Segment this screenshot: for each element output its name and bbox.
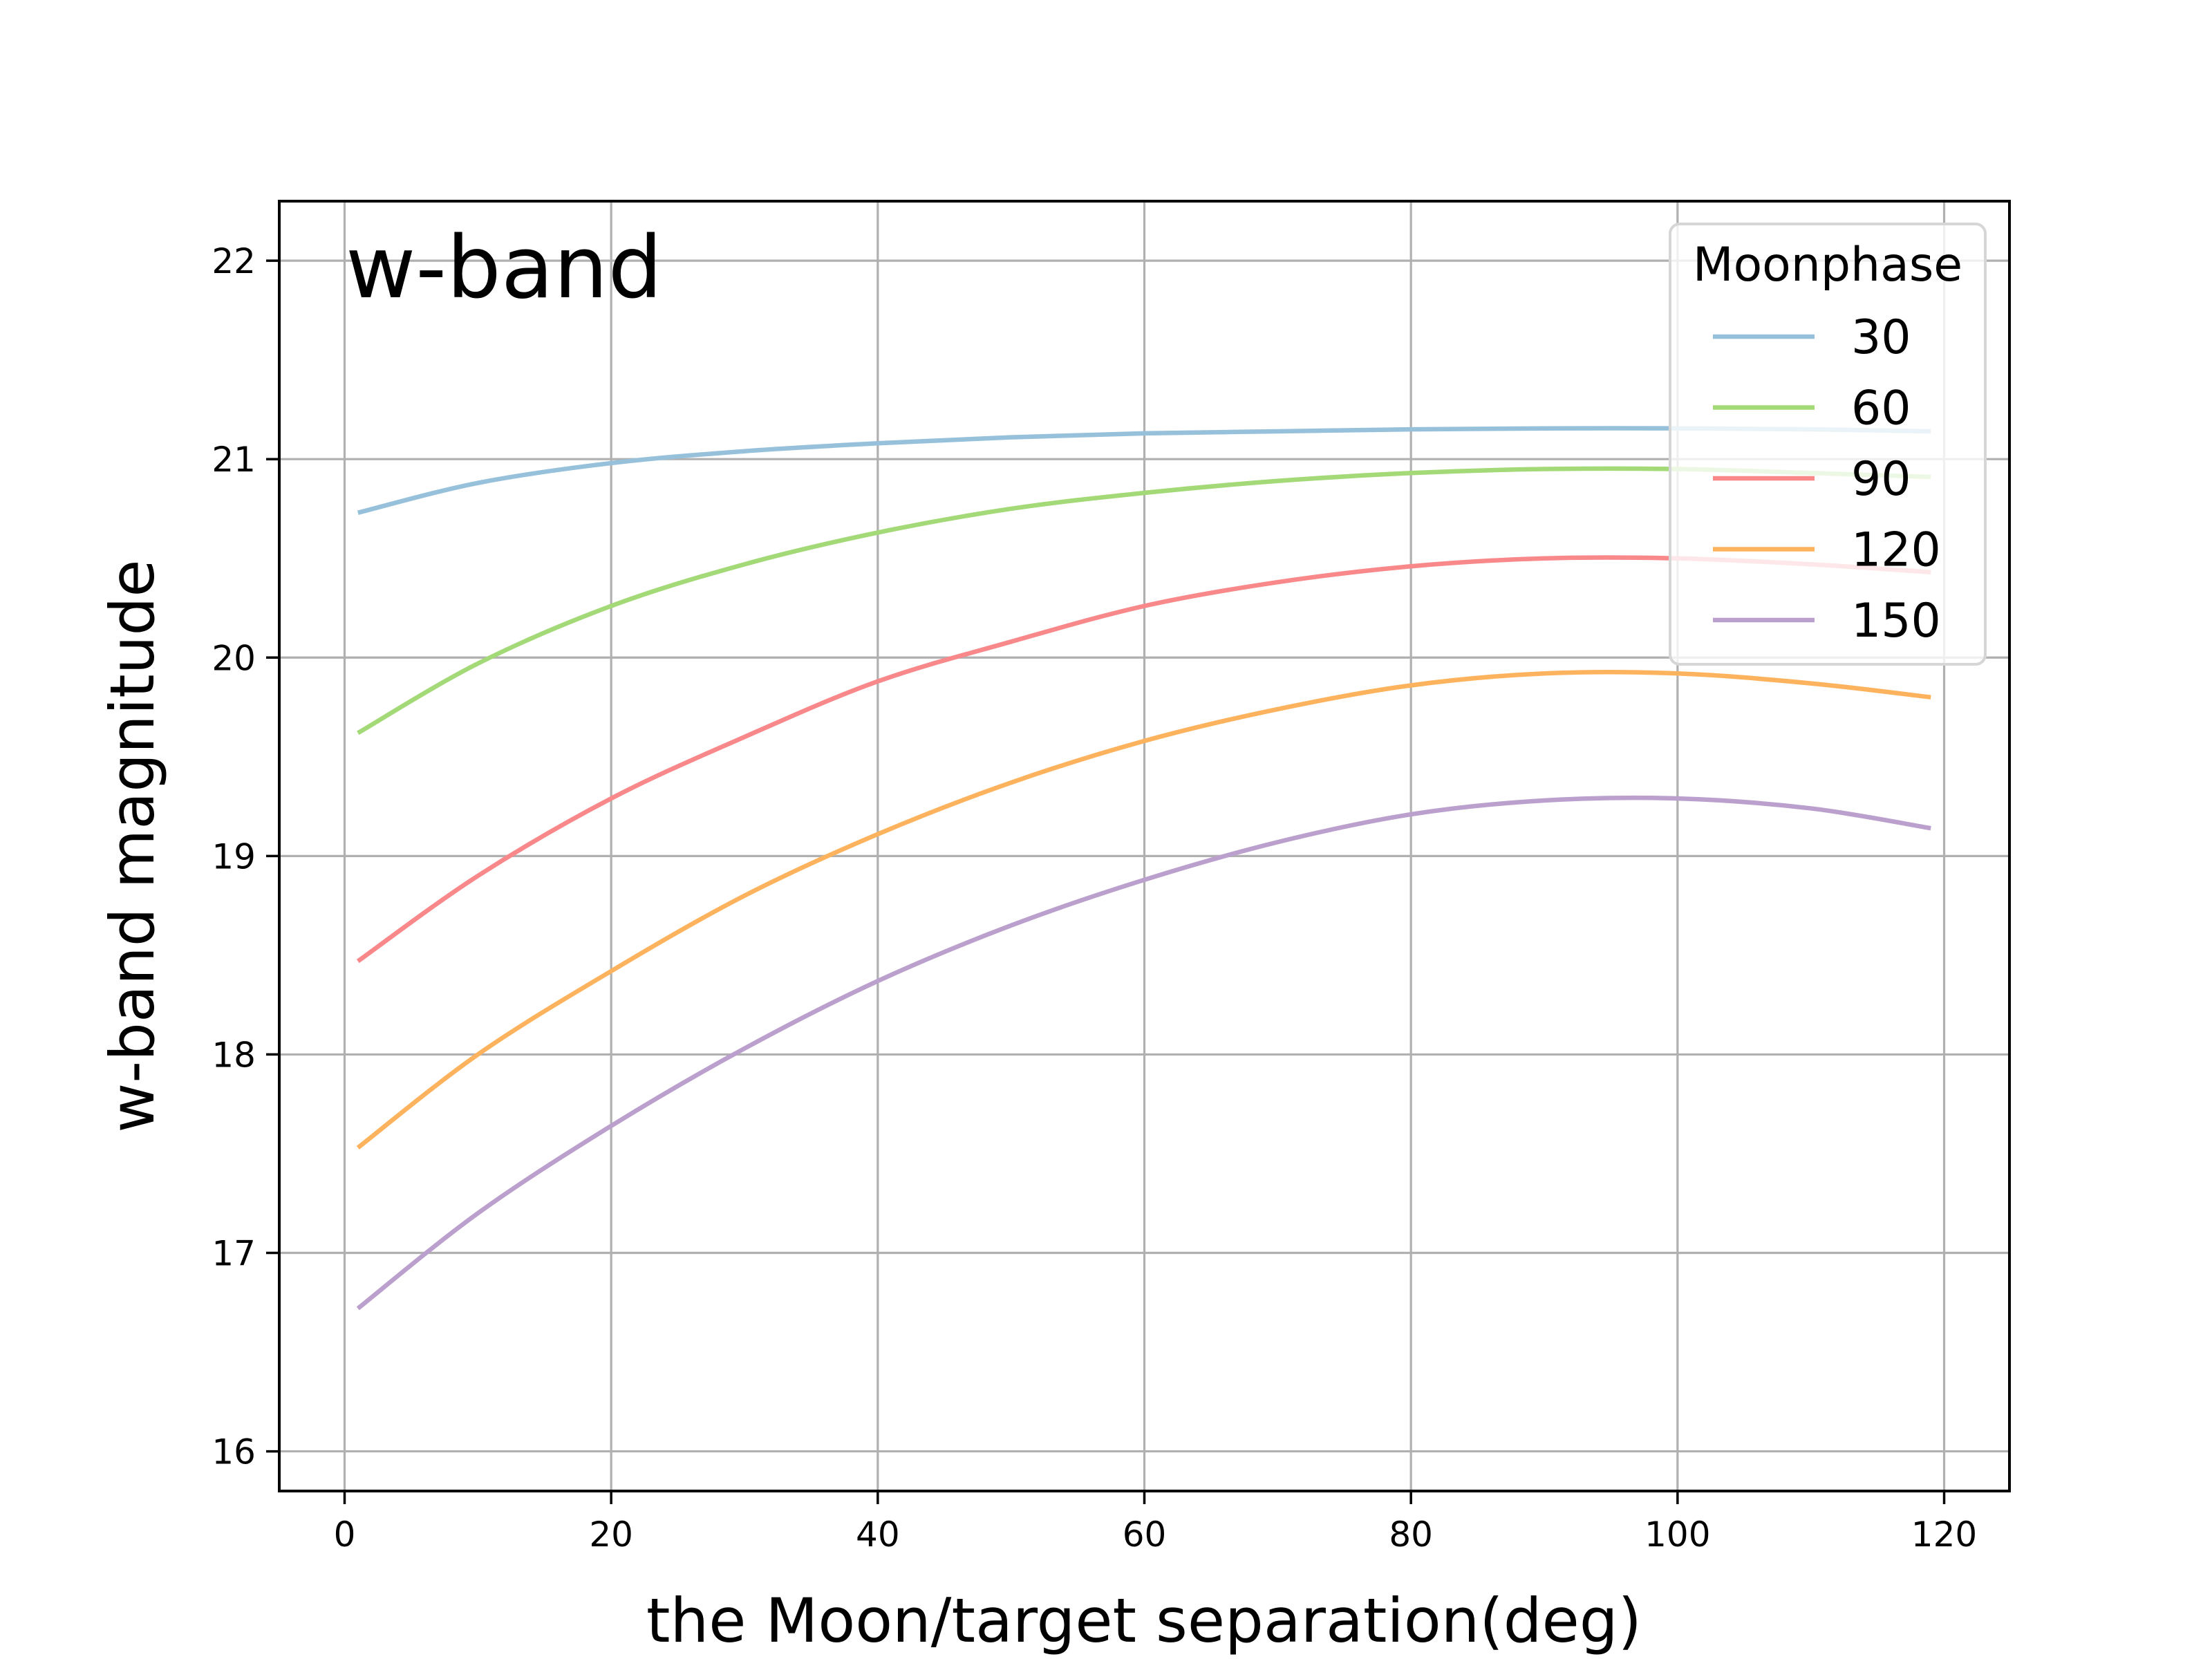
legend-label-60: 60 [1851,382,1911,436]
legend-label-30: 30 [1851,310,1911,365]
x-tick-label: 20 [589,1515,633,1555]
y-tick-label: 16 [212,1432,256,1472]
y-tick-label: 21 [212,440,256,480]
series-line-150 [356,795,1931,1311]
x-tick-label: 0 [334,1515,356,1555]
legend: Moonphase 30 60 90 120 150 [1669,223,1987,666]
x-tick-label: 100 [1644,1515,1710,1555]
legend-box [1669,223,1987,666]
y-tick-label: 18 [212,1035,256,1075]
x-tick-label: 40 [856,1515,900,1555]
y-tick-label: 20 [212,638,256,678]
y-axis-label: w-band magnitude [97,559,168,1132]
ticks: 0 20 40 60 80 100 120 16 17 18 19 20 21 22 [212,241,1977,1555]
x-tick-label: 80 [1389,1515,1433,1555]
x-tick-label: 60 [1123,1515,1167,1555]
legend-label-120: 120 [1851,523,1941,578]
series-line-120 [356,670,1931,1150]
y-tick-label: 22 [212,241,256,281]
legend-label-150: 150 [1851,594,1941,648]
x-tick-label: 120 [1911,1515,1977,1555]
x-axis-label: the Moon/target separation(deg) [646,1585,1642,1656]
legend-label-90: 90 [1851,452,1911,507]
legend-title: Moonphase [1693,238,1962,292]
y-tick-label: 17 [212,1234,256,1274]
y-tick-label: 19 [212,836,256,877]
chart-title: w-band [346,218,662,318]
